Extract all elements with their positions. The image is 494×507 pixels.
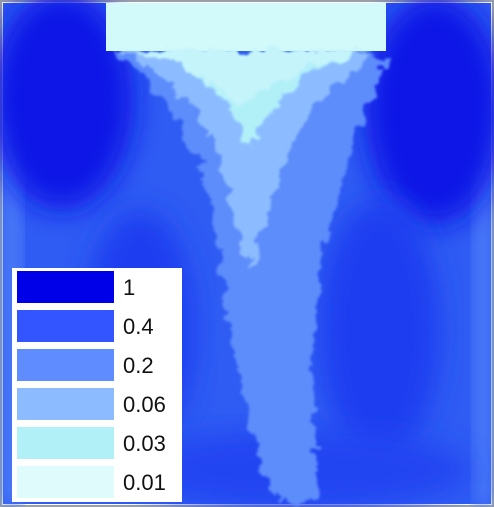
left-dark-core [0, 0, 134, 210]
legend-entry: 1 [12, 268, 182, 304]
legend-entry: 0.03 [12, 424, 182, 460]
inlet [106, 3, 386, 51]
legend-swatch-6 [17, 466, 114, 498]
legend-swatch-2 [17, 310, 114, 342]
legend-label: 0.4 [123, 314, 154, 339]
legend-label: 0.06 [123, 392, 166, 417]
right-dark-core [365, 0, 494, 225]
legend-swatch-3 [17, 349, 114, 381]
legend-label: 0.2 [123, 353, 154, 378]
plume-mid [118, 52, 378, 270]
legend: 1 0.4 0.2 0.06 0.03 0.01 [12, 268, 182, 502]
legend-label: 0.03 [123, 431, 166, 456]
legend-entry: 0.01 [12, 463, 182, 499]
right-wall-light [474, 100, 491, 504]
plume-inner [140, 50, 370, 145]
legend-entry: 0.2 [12, 346, 182, 382]
legend-swatch-5 [17, 427, 114, 459]
inlet-fringe [120, 50, 372, 103]
right-lower-dark [320, 200, 440, 460]
legend-swatch-4 [17, 388, 114, 420]
legend-label: 0.01 [123, 470, 166, 495]
legend-entry: 0.4 [12, 307, 182, 343]
legend-swatch-1 [17, 271, 114, 303]
legend-entry: 0.06 [12, 385, 182, 421]
legend-label: 1 [123, 275, 136, 300]
plume-outer [108, 50, 385, 500]
